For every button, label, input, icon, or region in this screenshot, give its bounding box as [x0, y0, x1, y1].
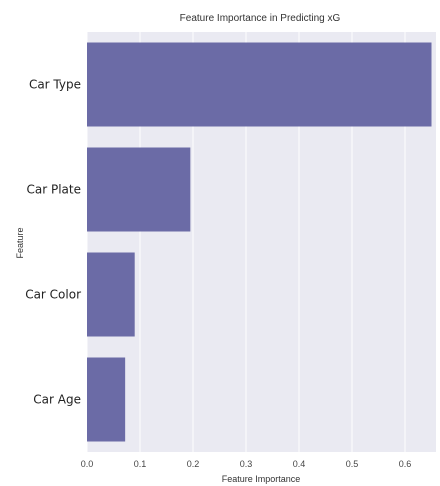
bar-car-plate: [87, 147, 191, 232]
bar-car-age: [87, 357, 126, 442]
category-label: Car Plate: [27, 183, 82, 197]
x-axis-label: Feature Importance: [222, 474, 301, 484]
bar-car-type: [87, 42, 432, 127]
y-axis-label: Feature: [15, 227, 25, 258]
x-tick-label: 0.3: [240, 459, 253, 469]
category-label: Car Age: [33, 393, 81, 407]
x-tick-label: 0.1: [134, 459, 147, 469]
bars: [87, 42, 432, 442]
category-label: Car Color: [25, 288, 81, 302]
bar-car-color: [87, 252, 135, 337]
chart-title: Feature Importance in Predicting xG: [180, 13, 341, 24]
x-tick-labels: 0.0 0.1 0.2 0.3 0.4 0.5 0.6: [81, 459, 412, 469]
category-labels: Car Type Car Plate Car Color Car Age: [25, 78, 81, 407]
x-tick-label: 0.4: [293, 459, 306, 469]
x-tick-label: 0.5: [346, 459, 359, 469]
x-tick-label: 0.2: [187, 459, 200, 469]
x-tick-label: 0.0: [81, 459, 94, 469]
category-label: Car Type: [29, 78, 81, 92]
x-tick-label: 0.6: [399, 459, 412, 469]
